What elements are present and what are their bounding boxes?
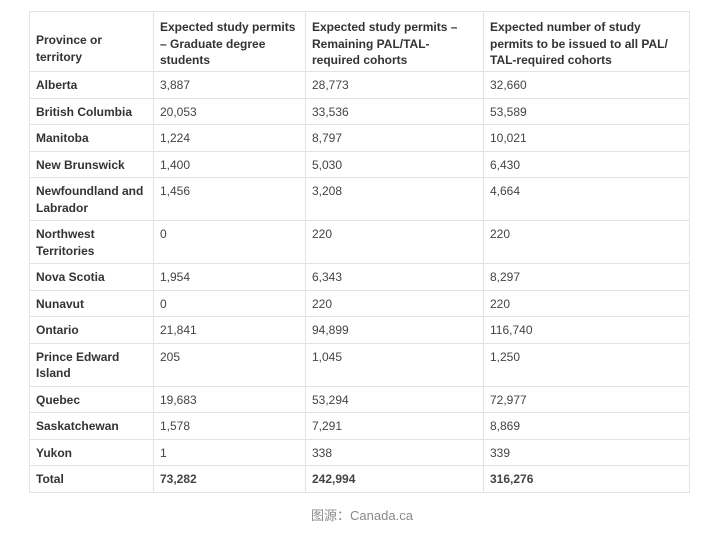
province-cell: British Columbia (29, 97, 154, 125)
table-row: Nunavut 0 220 220 (29, 289, 690, 317)
table-row: Northwest Territories 0 220 220 (29, 220, 690, 264)
image-source-caption: 图源：Canada.ca (311, 508, 413, 523)
graduate-permits-cell: 1,456 (153, 177, 306, 221)
table-row: New Brunswick 1,400 5,030 6,430 (29, 150, 690, 178)
province-cell: Saskatchewan (29, 412, 154, 440)
table-row: Nova Scotia 1,954 6,343 8,297 (29, 263, 690, 291)
remaining-permits-cell: 1,045 (305, 342, 484, 387)
remaining-permits-cell: 5,030 (305, 150, 484, 178)
total-permits-cell: 72,977 (483, 385, 690, 413)
total-permits-cell: 339 (483, 438, 690, 466)
header-remaining-permits: Expected study permits – Remaining PAL/T… (305, 11, 484, 72)
province-cell: Northwest Territories (29, 220, 154, 264)
total-permits-cell: 316,276 (483, 465, 690, 493)
study-permits-table-container: Province or territory Expected study per… (29, 11, 690, 493)
total-permits-cell: 8,297 (483, 263, 690, 291)
total-permits-cell: 8,869 (483, 412, 690, 440)
province-cell: Newfoundland and Labrador (29, 177, 154, 221)
total-permits-cell: 6,430 (483, 150, 690, 178)
graduate-permits-cell: 0 (153, 289, 306, 317)
graduate-permits-cell: 1 (153, 438, 306, 466)
remaining-permits-cell: 7,291 (305, 412, 484, 440)
total-permits-cell: 220 (483, 289, 690, 317)
graduate-permits-cell: 73,282 (153, 465, 306, 493)
province-cell: Alberta (29, 71, 154, 99)
remaining-permits-cell: 220 (305, 220, 484, 264)
total-permits-cell: 220 (483, 220, 690, 264)
province-cell: Prince Edward Island (29, 342, 154, 387)
table-row: British Columbia 20,053 33,536 53,589 (29, 97, 690, 125)
total-permits-cell: 32,660 (483, 71, 690, 99)
header-graduate-permits: Expected study permits – Graduate degree… (153, 11, 306, 72)
table-row: Ontario 21,841 94,899 116,740 (29, 316, 690, 344)
graduate-permits-cell: 1,400 (153, 150, 306, 178)
remaining-permits-cell: 338 (305, 438, 484, 466)
graduate-permits-cell: 0 (153, 220, 306, 264)
table-header-row: Province or territory Expected study per… (29, 11, 690, 72)
graduate-permits-cell: 21,841 (153, 316, 306, 344)
province-cell: New Brunswick (29, 150, 154, 178)
table-total-row: Total 73,282 242,994 316,276 (29, 465, 690, 493)
total-permits-cell: 1,250 (483, 342, 690, 387)
province-cell: Nova Scotia (29, 263, 154, 291)
remaining-permits-cell: 94,899 (305, 316, 484, 344)
remaining-permits-cell: 33,536 (305, 97, 484, 125)
province-cell: Quebec (29, 385, 154, 413)
remaining-permits-cell: 242,994 (305, 465, 484, 493)
remaining-permits-cell: 6,343 (305, 263, 484, 291)
province-cell: Total (29, 465, 154, 493)
remaining-permits-cell: 3,208 (305, 177, 484, 221)
province-cell: Ontario (29, 316, 154, 344)
province-cell: Yukon (29, 438, 154, 466)
graduate-permits-cell: 20,053 (153, 97, 306, 125)
table-row: Yukon 1 338 339 (29, 438, 690, 466)
table-row: Prince Edward Island 205 1,045 1,250 (29, 342, 690, 387)
table-row: Newfoundland and Labrador 1,456 3,208 4,664 (29, 177, 690, 221)
study-permits-table: Province or territory Expected study per… (29, 11, 690, 493)
remaining-permits-cell: 28,773 (305, 71, 484, 99)
province-cell: Manitoba (29, 124, 154, 152)
table-body: Alberta 3,887 28,773 32,660 British Columbia… (29, 71, 690, 493)
total-permits-cell: 10,021 (483, 124, 690, 152)
graduate-permits-cell: 3,887 (153, 71, 306, 99)
table-row: Quebec 19,683 53,294 72,977 (29, 385, 690, 413)
graduate-permits-cell: 205 (153, 342, 306, 387)
total-permits-cell: 4,664 (483, 177, 690, 221)
table-row: Manitoba 1,224 8,797 10,021 (29, 124, 690, 152)
province-cell: Nunavut (29, 289, 154, 317)
total-permits-cell: 116,740 (483, 316, 690, 344)
table-row: Alberta 3,887 28,773 32,660 (29, 71, 690, 99)
table-row: Saskatchewan 1,578 7,291 8,869 (29, 412, 690, 440)
remaining-permits-cell: 8,797 (305, 124, 484, 152)
graduate-permits-cell: 1,578 (153, 412, 306, 440)
header-province: Province or territory (29, 11, 154, 72)
graduate-permits-cell: 1,224 (153, 124, 306, 152)
remaining-permits-cell: 53,294 (305, 385, 484, 413)
total-permits-cell: 53,589 (483, 97, 690, 125)
graduate-permits-cell: 1,954 (153, 263, 306, 291)
graduate-permits-cell: 19,683 (153, 385, 306, 413)
remaining-permits-cell: 220 (305, 289, 484, 317)
header-total-permits: Expected number of study permits to be i… (483, 11, 690, 72)
